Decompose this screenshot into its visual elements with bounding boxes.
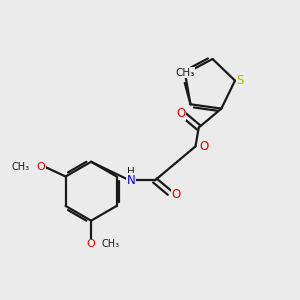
Text: CH₃: CH₃ bbox=[101, 239, 119, 249]
Text: O: O bbox=[171, 188, 181, 201]
Text: O: O bbox=[199, 140, 208, 153]
Text: S: S bbox=[237, 74, 244, 87]
Text: H: H bbox=[128, 167, 135, 177]
Text: N: N bbox=[127, 174, 136, 187]
Text: CH₃: CH₃ bbox=[11, 162, 29, 172]
Text: CH₃: CH₃ bbox=[175, 68, 194, 78]
Text: O: O bbox=[37, 162, 46, 172]
Text: O: O bbox=[87, 239, 95, 249]
Text: O: O bbox=[176, 107, 186, 120]
